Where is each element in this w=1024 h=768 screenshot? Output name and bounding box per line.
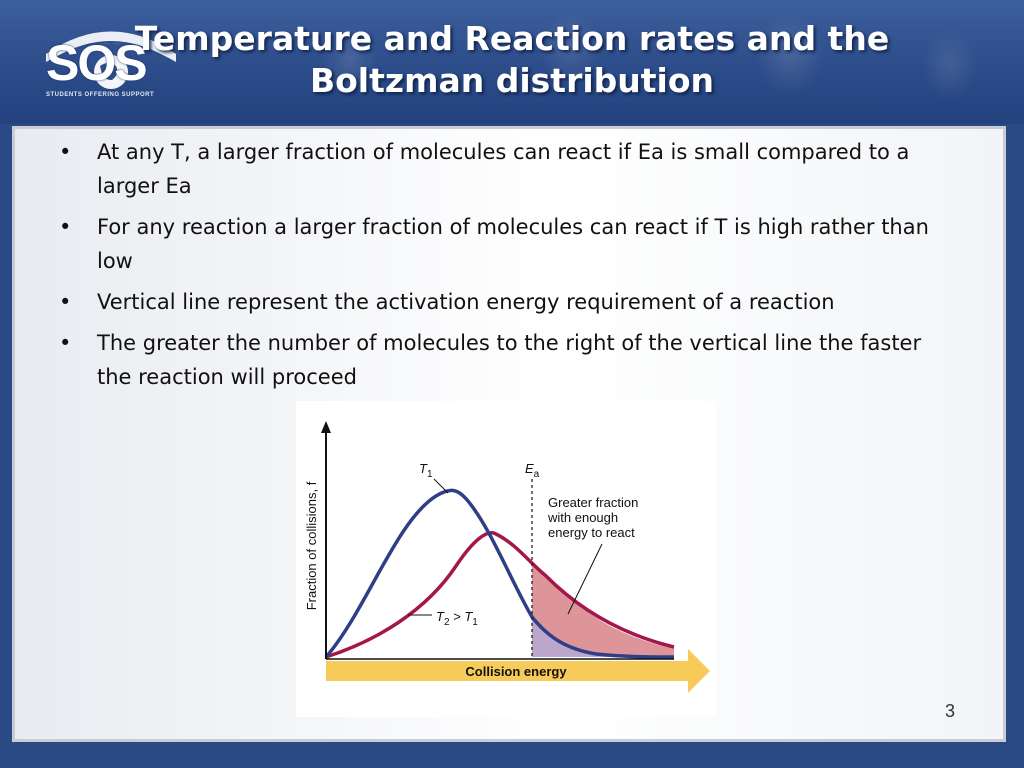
bullet-text: At any T, a larger fraction of molecules…	[97, 140, 910, 198]
logo-subtitle: STUDENTS OFFERING SUPPORT	[46, 92, 155, 98]
page-number: 3	[945, 701, 956, 721]
boltzmann-figure: Collision energy Fraction of collisions,…	[296, 401, 716, 717]
y-axis-label: Fraction of collisions, f	[304, 481, 319, 610]
bullet-text: The greater the number of molecules to t…	[97, 331, 922, 389]
t2-label: T2 > T1	[436, 609, 478, 628]
t1-label: T1	[419, 461, 433, 480]
slide-content-panel: • At any T, a larger fraction of molecule…	[12, 126, 1006, 742]
sos-logo-icon	[46, 31, 176, 89]
bullet-text: For any reaction a larger fraction of mo…	[97, 215, 929, 273]
title-line-1: Temperature and Reaction rates and the	[134, 19, 890, 58]
bullet-text: Vertical line represent the activation e…	[97, 290, 835, 314]
bullet-dot: •	[59, 215, 72, 239]
bullet-dot: •	[59, 290, 72, 314]
bullet-dot: •	[59, 140, 72, 164]
boltzmann-diagram: Collision energy Fraction of collisions,…	[304, 421, 710, 693]
bullet-item: • The greater the number of molecules to …	[55, 326, 955, 394]
logo-text: SOS	[46, 35, 148, 91]
bullet-list: • At any T, a larger fraction of molecule…	[55, 135, 955, 401]
collision-energy-arrow	[326, 649, 710, 693]
bullet-item: • For any reaction a larger fraction of m…	[55, 210, 955, 278]
header-photo-background	[150, 0, 1024, 124]
annotation-leader-line	[567, 543, 603, 615]
title-line-2: Boltzman distribution	[309, 61, 715, 100]
bullet-item: • Vertical line represent the activation …	[55, 285, 955, 319]
y-axis-arrowhead	[321, 421, 331, 433]
ea-label: Ea	[525, 461, 540, 480]
t1-leader-line	[433, 478, 449, 494]
slide-title: Temperature and Reaction rates and the B…	[100, 18, 924, 102]
t1-curve	[324, 488, 675, 659]
t2-area-above-ea	[532, 564, 674, 657]
bullet-item: • At any T, a larger fraction of molecule…	[55, 135, 955, 203]
annotation-line-3: energy to react	[548, 525, 635, 540]
bullet-dot: •	[59, 331, 72, 355]
slide-header: SOS STUDENTS OFFERING SUPPORT Temperatur…	[0, 0, 1024, 124]
annotation-line-1: Greater fraction	[548, 495, 638, 510]
annotation-line-2: with enough	[547, 510, 618, 525]
x-axis-label: Collision energy	[465, 664, 567, 679]
